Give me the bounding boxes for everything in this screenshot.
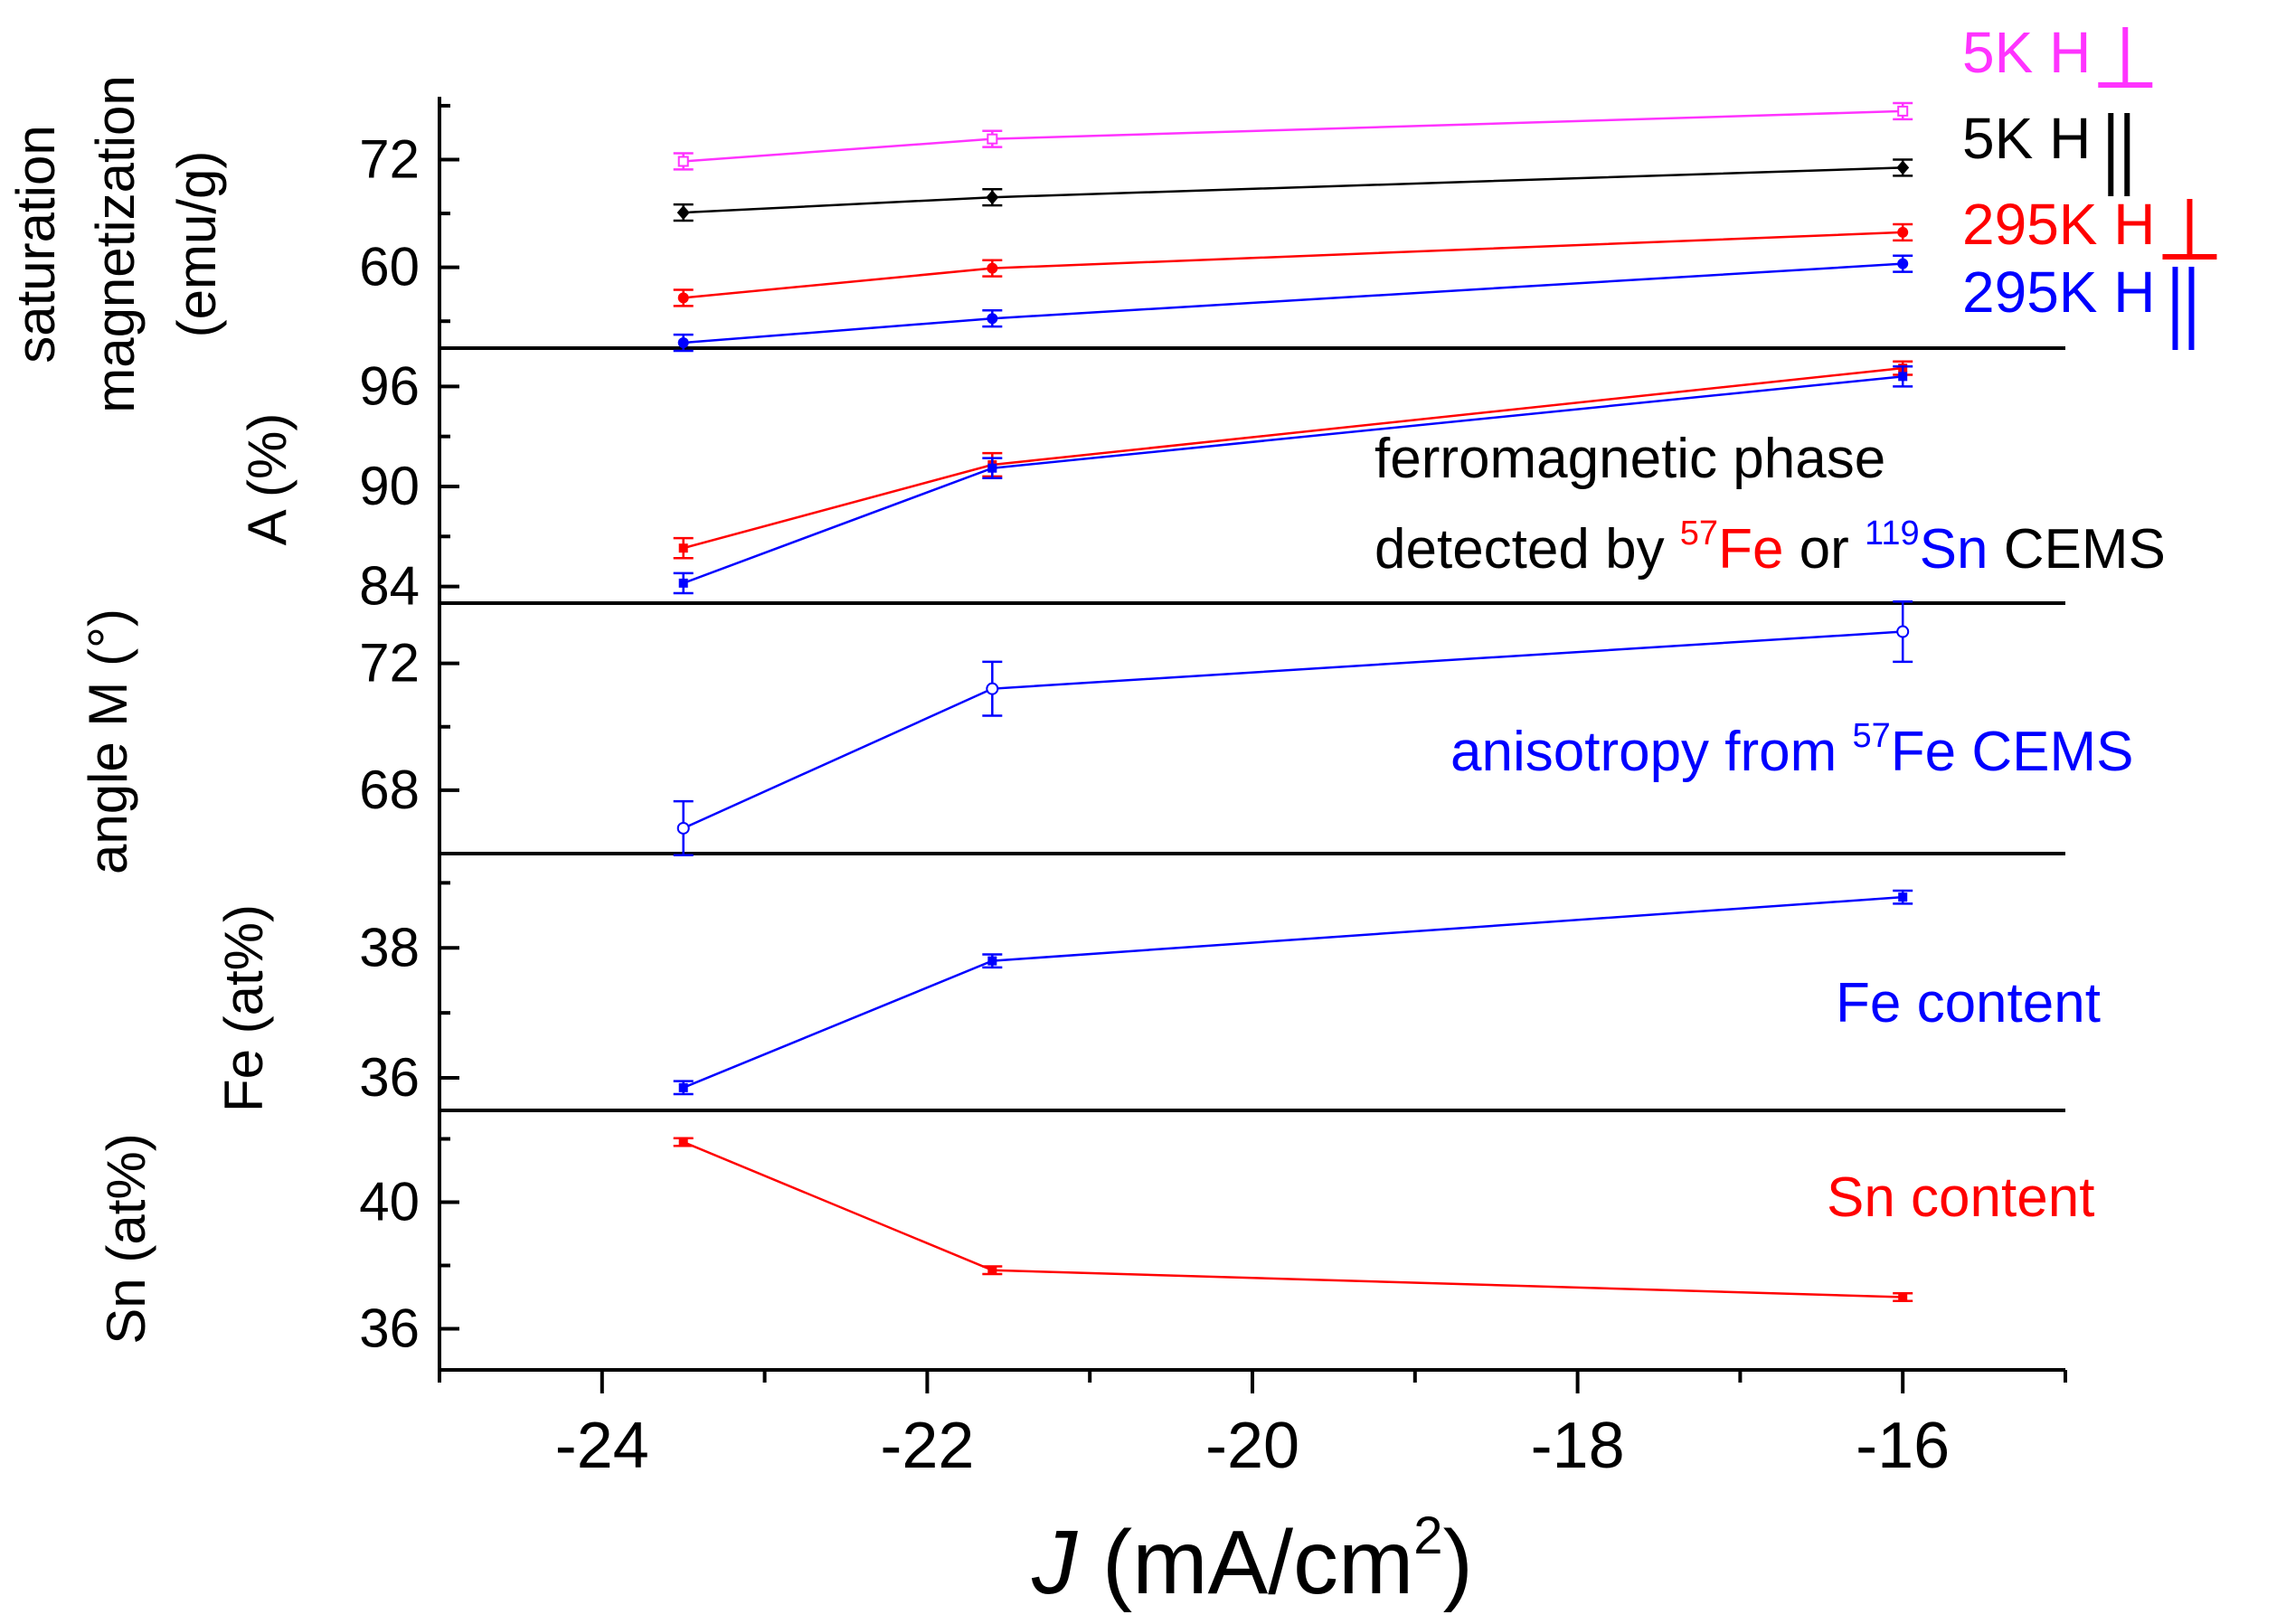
annotation-text: anisotropy from bbox=[1450, 721, 1853, 783]
y-tick-label-angle: 72 bbox=[359, 633, 420, 694]
annotation-text: CEMS bbox=[1988, 518, 2165, 581]
series-sat-1 bbox=[673, 158, 1913, 222]
series-line bbox=[683, 166, 1903, 214]
y-label-A: A (%) bbox=[237, 413, 298, 546]
data-point bbox=[1896, 625, 1910, 638]
y-label-angle: angle M (°) bbox=[78, 609, 138, 874]
series-sat-0 bbox=[673, 101, 1913, 171]
x-tick-label: -22 bbox=[880, 1410, 974, 1482]
data-point bbox=[676, 205, 690, 221]
legend-entry: 5K H bbox=[1962, 20, 2091, 85]
y-label-saturation-line: saturation bbox=[5, 125, 66, 364]
panel-sn: 36 40 bbox=[359, 1110, 2065, 1372]
annotation-sn: Sn bbox=[1920, 518, 1988, 581]
data-point bbox=[1897, 226, 1909, 238]
superscript: 57 bbox=[1680, 515, 1718, 552]
series-A-1 bbox=[673, 365, 1913, 595]
data-point bbox=[677, 156, 689, 167]
data-point bbox=[1896, 160, 1910, 175]
data-point bbox=[987, 956, 997, 966]
superscript: 57 bbox=[1853, 717, 1891, 755]
annotation-text: Fe CEMS bbox=[1891, 721, 2134, 783]
series-line bbox=[683, 231, 1903, 299]
annotation-text: detected by bbox=[1374, 518, 1680, 581]
data-point bbox=[678, 578, 688, 588]
data-point bbox=[677, 292, 689, 304]
series-line bbox=[683, 109, 1903, 163]
panel-A: 84 90 96 bbox=[359, 348, 2065, 617]
data-point bbox=[1897, 258, 1909, 269]
data-point bbox=[678, 1138, 688, 1147]
legend-entry: 295K H bbox=[1962, 192, 2155, 257]
y-tick-label-sn: 40 bbox=[359, 1172, 420, 1232]
data-point bbox=[678, 1082, 688, 1092]
legend-entry: 5K H bbox=[1962, 106, 2091, 171]
annotation-fe-content: Fe content bbox=[1836, 972, 2101, 1034]
data-point bbox=[987, 1265, 997, 1275]
data-point bbox=[987, 463, 997, 473]
y-tick-label-A: 90 bbox=[359, 456, 420, 516]
data-point bbox=[1898, 372, 1908, 382]
x-tick-label: -20 bbox=[1205, 1410, 1299, 1482]
y-label-saturation-line: (emu/g) bbox=[166, 151, 227, 338]
annotation-ferromagnetic-line1: ferromagnetic phase bbox=[1374, 428, 1885, 490]
x-tick-label: -24 bbox=[555, 1410, 649, 1482]
data-point bbox=[987, 313, 998, 325]
x-axis: -24 -22 -20 -18 -16 J (mA/cm2) bbox=[438, 1370, 2067, 1613]
y-tick-label-A: 84 bbox=[359, 556, 420, 617]
x-tick-label: -16 bbox=[1856, 1410, 1950, 1482]
y-tick-label-fe: 36 bbox=[359, 1047, 420, 1108]
x-label-symbol: J bbox=[1031, 1512, 1078, 1613]
panel-angle: 68 72 bbox=[359, 600, 2065, 857]
series-sat-2 bbox=[673, 222, 1913, 307]
y-tick-label-angle: 68 bbox=[359, 760, 420, 820]
y-tick-label-sn: 36 bbox=[359, 1298, 420, 1359]
series-line bbox=[683, 1140, 1903, 1298]
panel-sat: 60 72 bbox=[359, 97, 2065, 353]
x-label-units: (mA/cm bbox=[1077, 1512, 1413, 1613]
annotation-anisotropy: anisotropy from 57Fe CEMS bbox=[1450, 717, 2134, 783]
data-point bbox=[677, 337, 689, 349]
legend-entry: 295K H bbox=[1962, 260, 2155, 325]
series-sn-0 bbox=[673, 1137, 1913, 1302]
series-line bbox=[683, 262, 1903, 345]
series-line bbox=[683, 895, 1903, 1089]
data-point bbox=[678, 543, 688, 553]
y-label-saturation-line: magnetization bbox=[85, 75, 146, 413]
annotation-text: or bbox=[1783, 518, 1865, 581]
data-point bbox=[986, 190, 999, 205]
series-sat-3 bbox=[673, 254, 1913, 353]
y-axis-labels: saturation magnetization (emu/g) A (%) angle… bbox=[5, 75, 298, 1345]
data-point bbox=[987, 133, 998, 145]
y-tick-label-fe: 38 bbox=[359, 917, 420, 977]
data-point bbox=[1898, 892, 1908, 902]
series-angle-0 bbox=[673, 600, 1913, 857]
panel-fe: 36 38 bbox=[359, 854, 2065, 1112]
data-point bbox=[676, 821, 690, 835]
y-tick-label-sat: 72 bbox=[359, 129, 420, 190]
x-tick-label: -18 bbox=[1531, 1410, 1625, 1482]
y-tick-label-A: 96 bbox=[359, 355, 420, 416]
data-point bbox=[986, 682, 999, 695]
annotation-fe: Fe bbox=[1718, 518, 1783, 581]
x-label-units: ) bbox=[1443, 1512, 1473, 1613]
annotation-ferromagnetic-line2: detected by 57Fe or 119Sn CEMS bbox=[1374, 515, 2166, 581]
superscript: 2 bbox=[1413, 1506, 1442, 1565]
data-point bbox=[987, 262, 998, 274]
superscript: 119 bbox=[1865, 515, 1920, 552]
data-point bbox=[1898, 1292, 1908, 1302]
y-tick-label-sat: 60 bbox=[359, 237, 420, 297]
data-point bbox=[1897, 105, 1909, 117]
x-axis-label: J (mA/cm2) bbox=[1031, 1506, 1473, 1613]
y-label-fe: Fe (at%) bbox=[213, 904, 274, 1112]
y-label-sn: Sn (at%) bbox=[96, 1133, 156, 1344]
series-fe-0 bbox=[673, 889, 1913, 1096]
annotation-sn-content: Sn content bbox=[1827, 1166, 2094, 1229]
